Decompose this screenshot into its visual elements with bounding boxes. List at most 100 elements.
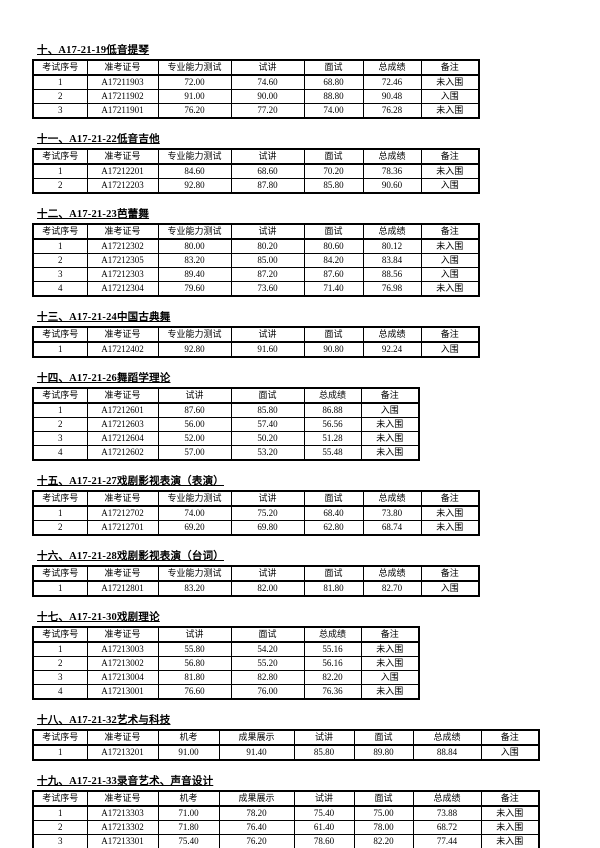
- header-cell: 考试序号: [32, 626, 88, 643]
- table-row: 3 A17211901 76.20 77.20 74.00 76.28 未入围: [32, 103, 480, 119]
- table-row: 1 A17212201 84.60 68.60 70.20 78.36 未入围: [32, 163, 480, 179]
- data-cell: 78.36: [362, 163, 422, 179]
- data-cell: A17212304: [86, 281, 159, 297]
- data-cell: 82.20: [353, 834, 414, 848]
- table-row: 1 A17212601 87.60 85.80 86.88 入围: [32, 402, 420, 418]
- header-cell: 面试: [230, 387, 305, 404]
- header-cell: 准考证号: [86, 729, 159, 746]
- data-cell: 80.60: [303, 238, 364, 254]
- score-table: 考试序号 准考证号 机考 成果展示 试讲 面试 总成绩 备注 1 A17213303 71.00 78…: [32, 790, 540, 848]
- data-cell: 90.48: [362, 89, 422, 104]
- data-cell: 72.46: [362, 74, 422, 90]
- data-cell: 入围: [420, 178, 480, 194]
- header-row: 考试序号 准考证号 专业能力测试 试讲 面试 总成绩 备注: [32, 326, 480, 343]
- header-cell: 考试序号: [32, 565, 88, 582]
- data-cell: 未入围: [420, 505, 480, 521]
- data-cell: 1: [32, 402, 88, 418]
- header-cell: 准考证号: [86, 148, 159, 165]
- data-cell: 88.80: [303, 89, 364, 104]
- data-cell: A17212801: [86, 580, 159, 597]
- data-cell: 86.88: [303, 402, 362, 418]
- data-cell: 未入围: [420, 74, 480, 90]
- data-cell: 82.70: [362, 580, 422, 597]
- data-cell: 68.72: [412, 820, 482, 835]
- data-cell: 74.00: [303, 103, 364, 119]
- header-cell: 备注: [360, 626, 420, 643]
- data-cell: 入围: [420, 267, 480, 282]
- header-row: 考试序号 准考证号 机考 成果展示 试讲 面试 总成绩 备注: [32, 790, 540, 807]
- data-cell: 76.36: [303, 684, 362, 700]
- exam-section: 十一、A17-21-22低音吉他 考试序号 准考证号 专业能力测试 试讲 面试 总成绩 备注 1…: [32, 134, 580, 194]
- data-cell: A17213002: [86, 656, 159, 671]
- data-cell: A17213004: [86, 670, 159, 685]
- data-cell: 未入围: [360, 656, 420, 671]
- data-cell: 71.80: [157, 820, 220, 835]
- data-cell: 78.60: [293, 834, 355, 848]
- header-cell: 总成绩: [362, 490, 422, 507]
- header-cell: 专业能力测试: [157, 326, 232, 343]
- data-cell: 76.00: [230, 684, 305, 700]
- score-table: 考试序号 准考证号 专业能力测试 试讲 面试 总成绩 备注 1 A17212801 83.20 82…: [32, 565, 480, 597]
- header-cell: 考试序号: [32, 59, 88, 76]
- table-row: 1 A17213303 71.00 78.20 75.40 75.00 73.88 未入围: [32, 805, 540, 821]
- table-row: 3 A17213301 75.40 76.20 78.60 82.20 77.44 未入围: [32, 834, 540, 848]
- table-row: 4 A17212304 79.60 73.60 71.40 76.98 未入围: [32, 281, 480, 297]
- data-cell: A17211901: [86, 103, 159, 119]
- data-cell: 78.00: [353, 820, 414, 835]
- header-cell: 面试: [353, 790, 414, 807]
- data-cell: 4: [32, 281, 88, 297]
- section-title: 十三、A17-21-24中国古典舞: [37, 312, 171, 323]
- data-cell: A17213302: [86, 820, 159, 835]
- header-cell: 面试: [353, 729, 414, 746]
- header-row: 考试序号 准考证号 专业能力测试 试讲 面试 总成绩 备注: [32, 490, 480, 507]
- data-cell: 2: [32, 253, 88, 268]
- data-cell: 85.80: [230, 402, 305, 418]
- header-cell: 考试序号: [32, 387, 88, 404]
- header-row: 考试序号 准考证号 试讲 面试 总成绩 备注: [32, 387, 420, 404]
- data-cell: 未入围: [360, 684, 420, 700]
- data-cell: 71.40: [303, 281, 364, 297]
- data-cell: A17211902: [86, 89, 159, 104]
- data-cell: 75.20: [230, 505, 305, 521]
- data-cell: 83.20: [157, 580, 232, 597]
- data-cell: 入围: [420, 341, 480, 358]
- data-cell: 68.74: [362, 520, 422, 536]
- header-cell: 考试序号: [32, 729, 88, 746]
- data-cell: 1: [32, 238, 88, 254]
- exam-section: 十三、A17-21-24中国古典舞考试序号 准考证号 专业能力测试 试讲 面试 总成绩 备注…: [32, 312, 580, 358]
- header-cell: 准考证号: [86, 387, 159, 404]
- header-cell: 备注: [480, 729, 540, 746]
- data-cell: 3: [32, 670, 88, 685]
- data-cell: 入围: [480, 744, 540, 761]
- data-cell: 90.60: [362, 178, 422, 194]
- data-cell: 92.24: [362, 341, 422, 358]
- data-cell: 68.60: [230, 163, 305, 179]
- data-cell: 62.80: [303, 520, 364, 536]
- data-cell: 76.28: [362, 103, 422, 119]
- header-cell: 成果展示: [218, 729, 295, 746]
- data-cell: A17212402: [86, 341, 159, 358]
- header-cell: 试讲: [230, 565, 305, 582]
- data-cell: 入围: [420, 253, 480, 268]
- data-cell: 88.56: [362, 267, 422, 282]
- data-cell: A17212702: [86, 505, 159, 521]
- data-cell: 1: [32, 74, 88, 90]
- header-cell: 考试序号: [32, 223, 88, 240]
- data-cell: 78.20: [218, 805, 295, 821]
- score-table: 考试序号 准考证号 专业能力测试 试讲 面试 总成绩 备注 1 A17212201 84.60 68…: [32, 148, 480, 194]
- data-cell: A17212201: [86, 163, 159, 179]
- header-cell: 总成绩: [362, 565, 422, 582]
- data-cell: 69.80: [230, 520, 305, 536]
- header-row: 考试序号 准考证号 专业能力测试 试讲 面试 总成绩 备注: [32, 223, 480, 240]
- data-cell: 2: [32, 178, 88, 194]
- exam-section: 十五、A17-21-27戏剧影视表演（表演） 考试序号 准考证号 专业能力测试 试讲 面试…: [32, 476, 580, 536]
- data-cell: 51.28: [303, 431, 362, 446]
- data-cell: 未入围: [360, 641, 420, 657]
- header-row: 考试序号 准考证号 专业能力测试 试讲 面试 总成绩 备注: [32, 565, 480, 582]
- table-row: 4 A17213001 76.60 76.00 76.36 未入围: [32, 684, 420, 700]
- data-cell: 55.48: [303, 445, 362, 461]
- data-cell: 3: [32, 267, 88, 282]
- table-row: 3 A17212303 89.40 87.20 87.60 88.56 入围: [32, 267, 480, 282]
- header-cell: 总成绩: [412, 729, 482, 746]
